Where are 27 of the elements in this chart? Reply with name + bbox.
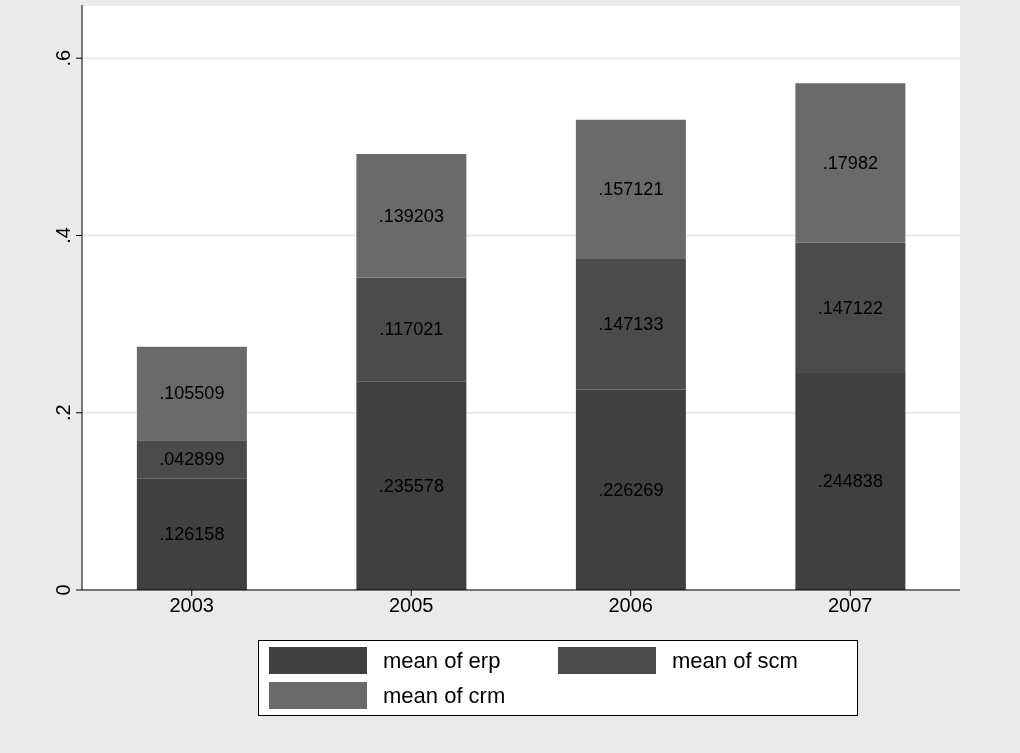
bar — [136, 346, 247, 441]
y-tick-label: .6 — [52, 49, 74, 67]
data-label: .235578 — [378, 475, 444, 496]
data-label: .226269 — [598, 479, 664, 500]
data-label: .147122 — [817, 297, 883, 318]
data-label: .139203 — [378, 205, 444, 226]
data-label: .244838 — [817, 471, 883, 492]
x-tick-label: 2005 — [389, 594, 434, 617]
x-tick-label: 2006 — [608, 594, 653, 617]
data-label: .17982 — [822, 152, 878, 173]
bar — [795, 83, 906, 243]
bar — [575, 119, 686, 260]
x-tick-label: 2003 — [169, 594, 214, 617]
legend-label: mean of erp — [383, 647, 501, 674]
y-tick-label: 0 — [52, 584, 74, 596]
y-tick-label: .2 — [52, 404, 74, 422]
data-label: .105509 — [159, 383, 225, 404]
y-tick-label: .4 — [52, 227, 74, 244]
data-label: .042899 — [159, 449, 225, 470]
data-label: .126158 — [159, 524, 225, 545]
bar — [356, 154, 467, 278]
data-label: .147133 — [598, 314, 664, 335]
legend-label: mean of crm — [383, 682, 506, 709]
data-label: .117021 — [379, 319, 444, 340]
legend-label: mean of scm — [672, 647, 798, 674]
x-tick-label: 2007 — [828, 594, 873, 617]
data-label: .157121 — [598, 179, 664, 200]
